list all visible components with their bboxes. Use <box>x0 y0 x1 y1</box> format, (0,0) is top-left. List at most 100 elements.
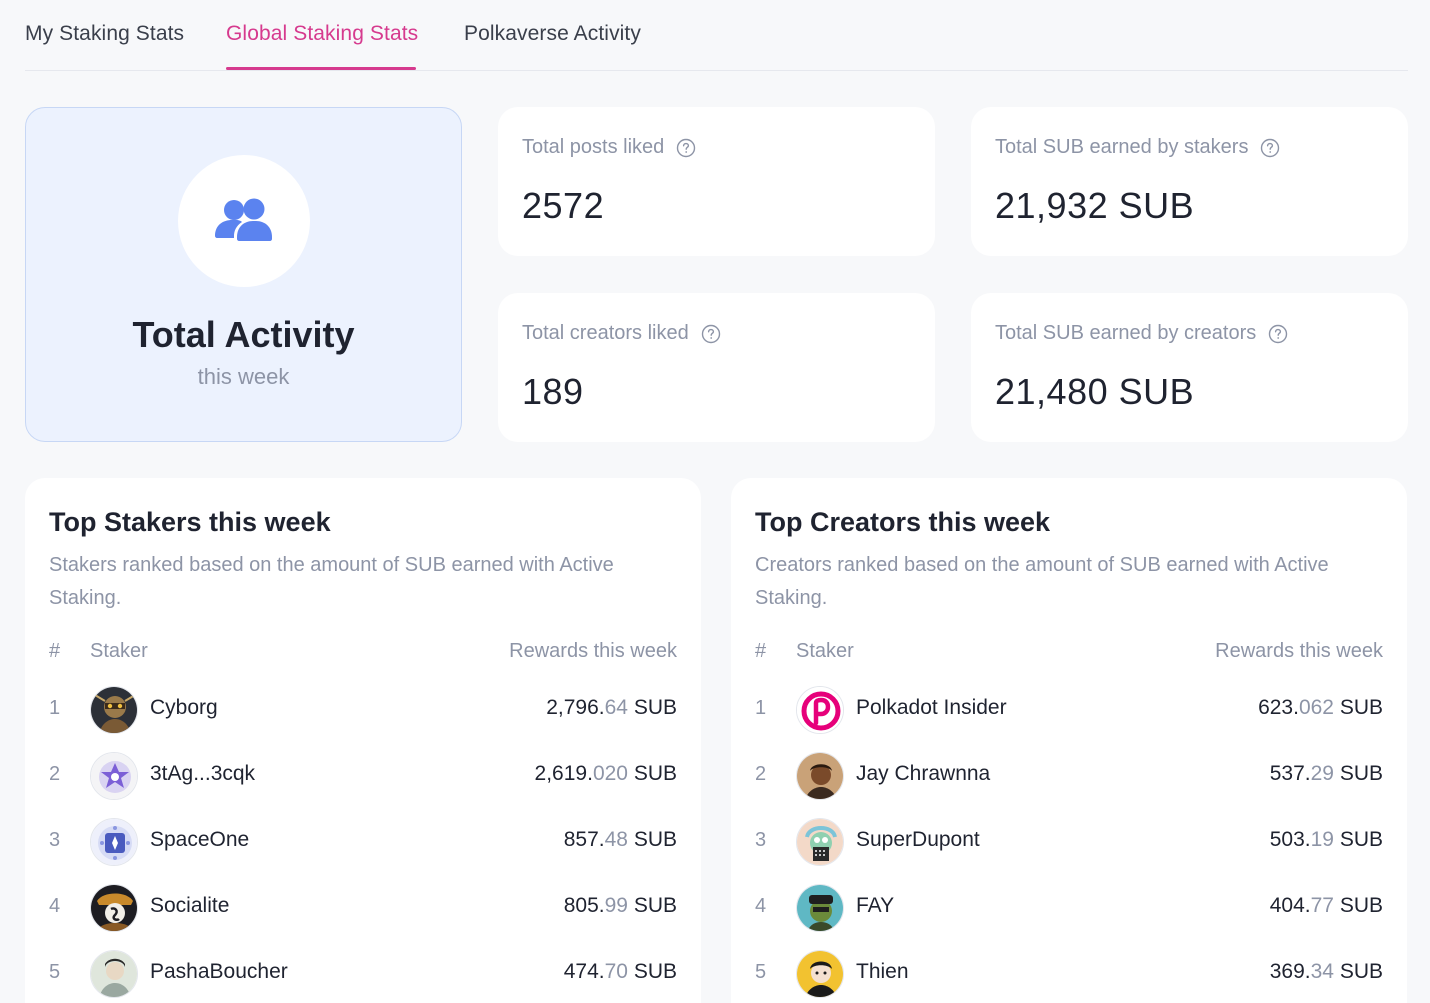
reward-amount: 2,619.020 SUB <box>535 762 677 786</box>
active-tab-indicator <box>226 67 416 70</box>
reward-integer: 503. <box>1269 828 1311 851</box>
stat-value: 21,480 SUB <box>995 371 1195 412</box>
total-activity-card: Total Activity this week <box>25 107 462 442</box>
avatar[interactable] <box>90 752 138 800</box>
staker-name[interactable]: 3tAg...3cqk <box>150 762 256 785</box>
avatar[interactable] <box>796 884 844 932</box>
tab-global-staking-stats[interactable]: Global Staking Stats <box>226 22 419 45</box>
column-header-rewards: Rewards this week <box>509 640 677 662</box>
reward-integer: 369. <box>1269 960 1311 983</box>
reward-integer: 805. <box>563 894 605 917</box>
creator-name[interactable]: Polkadot Insider <box>856 696 1007 719</box>
help-icon[interactable] <box>1268 324 1288 344</box>
reward-integer: 404. <box>1269 894 1311 917</box>
stat-card-sub-earned-creators: Total SUB earned by creators 21,480 SUB <box>971 293 1408 442</box>
help-icon[interactable] <box>701 324 721 344</box>
stat-label: Total SUB earned by stakers <box>995 136 1280 159</box>
row-rank: 1 <box>49 697 61 719</box>
board-title: Top Stakers this week <box>49 507 331 537</box>
reward-decimal: 64 <box>604 696 628 719</box>
reward-unit: SUB <box>627 894 677 917</box>
reward-decimal: 34 <box>1310 960 1334 983</box>
stat-label: Total posts liked <box>522 136 696 159</box>
reward-amount: 474.70 SUB <box>564 960 677 984</box>
avatar[interactable] <box>90 818 138 866</box>
avatar[interactable] <box>796 686 844 734</box>
reward-integer: 474. <box>563 960 605 983</box>
top-stakers-board: Top Stakers this week Stakers ranked bas… <box>25 478 701 1003</box>
table-row[interactable]: 1 Polkadot Insider 623.062 SUB <box>731 686 1407 736</box>
row-rank: 2 <box>755 763 767 785</box>
creator-name[interactable]: SuperDupont <box>856 828 980 851</box>
help-icon[interactable] <box>676 138 696 158</box>
activity-subtitle: this week <box>197 364 290 389</box>
stat-card-sub-earned-stakers: Total SUB earned by stakers 21,932 SUB <box>971 107 1408 256</box>
reward-unit: SUB <box>1333 696 1383 719</box>
avatar[interactable] <box>796 818 844 866</box>
reward-amount: 2,796.64 SUB <box>546 696 677 720</box>
staker-name[interactable]: Socialite <box>150 894 230 917</box>
reward-unit: SUB <box>627 828 677 851</box>
users-icon <box>215 198 272 241</box>
reward-amount: 503.19 SUB <box>1270 828 1383 852</box>
avatar[interactable] <box>90 686 138 734</box>
table-row[interactable]: 2 Jay Chrawnna 537.29 SUB <box>731 752 1407 802</box>
reward-decimal: 062 <box>1298 696 1334 719</box>
avatar[interactable] <box>90 884 138 932</box>
reward-integer: 623. <box>1258 696 1299 719</box>
table-row[interactable]: 4 FAY 404.77 SUB <box>731 884 1407 934</box>
reward-decimal: 48 <box>604 828 628 851</box>
creator-name[interactable]: Jay Chrawnna <box>856 762 991 785</box>
stat-label-text: Total creators liked <box>522 322 689 344</box>
reward-integer: 857. <box>563 828 605 851</box>
reward-amount: 369.34 SUB <box>1270 960 1383 984</box>
column-header-rank: # <box>755 640 767 662</box>
row-rank: 4 <box>49 895 61 917</box>
avatar[interactable] <box>796 950 844 998</box>
staker-name[interactable]: Cyborg <box>150 696 218 719</box>
reward-unit: SUB <box>1333 762 1383 785</box>
reward-amount: 404.77 SUB <box>1270 894 1383 918</box>
table-row[interactable]: 2 3tAg...3cqk 2,619.020 SUB <box>25 752 701 802</box>
reward-decimal: 020 <box>592 762 628 785</box>
reward-decimal: 99 <box>604 894 628 917</box>
help-icon[interactable] <box>1260 138 1280 158</box>
table-row[interactable]: 5 Thien 369.34 SUB <box>731 950 1407 1000</box>
activity-title: Total Activity <box>132 314 355 355</box>
row-rank: 1 <box>755 697 767 719</box>
board-title: Top Creators this week <box>755 507 1051 537</box>
stat-label-text: Total SUB earned by stakers <box>995 136 1249 158</box>
avatar[interactable] <box>796 752 844 800</box>
row-rank: 3 <box>49 829 61 851</box>
reward-amount: 537.29 SUB <box>1270 762 1383 786</box>
reward-unit: SUB <box>1333 960 1383 983</box>
reward-unit: SUB <box>627 696 677 719</box>
tab-my-staking-stats[interactable]: My Staking Stats <box>25 22 185 45</box>
reward-decimal: 77 <box>1310 894 1334 917</box>
table-row[interactable]: 5 PashaBoucher 474.70 SUB <box>25 950 701 1000</box>
creator-name[interactable]: Thien <box>856 960 909 983</box>
stat-label-text: Total posts liked <box>522 136 665 158</box>
column-header-staker: Staker <box>90 640 148 662</box>
table-row[interactable]: 3 SuperDupont 503.19 SUB <box>731 818 1407 868</box>
reward-integer: 2,619. <box>534 762 593 785</box>
table-row[interactable]: 1 Cyborg 2,796.64 SUB <box>25 686 701 736</box>
row-rank: 5 <box>755 961 767 983</box>
staker-name[interactable]: SpaceOne <box>150 828 250 851</box>
column-header-rewards: Rewards this week <box>1215 640 1383 662</box>
stat-label-text: Total SUB earned by creators <box>995 322 1257 344</box>
table-row[interactable]: 3 SpaceOne 857.48 SUB <box>25 818 701 868</box>
creator-name[interactable]: FAY <box>856 894 895 917</box>
table-row[interactable]: 4 Socialite 805.99 SUB <box>25 884 701 934</box>
staker-name[interactable]: PashaBoucher <box>150 960 288 983</box>
stat-value: 21,932 SUB <box>995 185 1195 226</box>
reward-amount: 623.062 SUB <box>1258 696 1383 720</box>
reward-integer: 2,796. <box>546 696 605 719</box>
tab-polkaverse-activity[interactable]: Polkaverse Activity <box>464 22 641 45</box>
reward-unit: SUB <box>627 762 677 785</box>
row-rank: 2 <box>49 763 61 785</box>
avatar[interactable] <box>90 950 138 998</box>
stat-card-posts-liked: Total posts liked 2572 <box>498 107 935 256</box>
column-header-staker: Staker <box>796 640 854 662</box>
